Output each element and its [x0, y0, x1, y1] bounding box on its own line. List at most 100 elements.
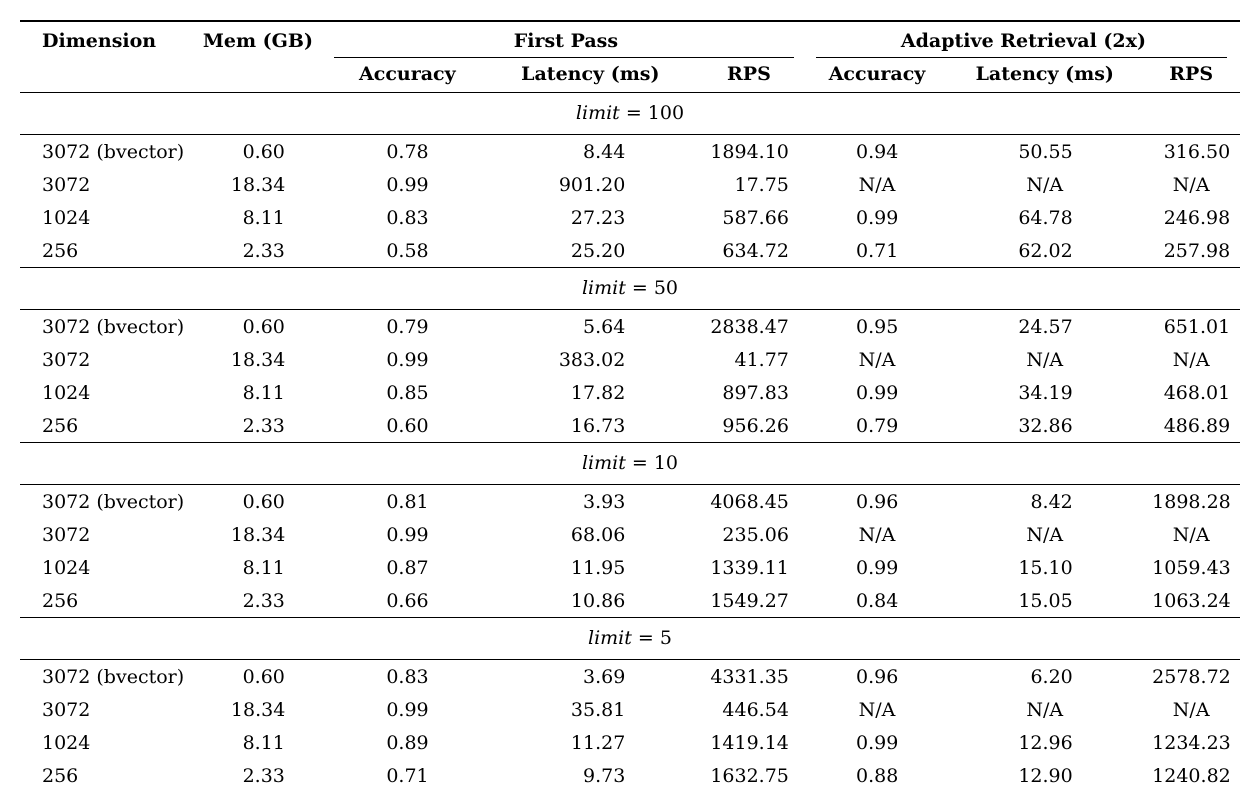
value-cell: 2.33	[190, 584, 325, 618]
value-text: 4331.35	[710, 665, 789, 688]
table-row: 1024 8.11 0.83 27.23 587.66 0.99 64.78 246.98	[20, 201, 1240, 234]
value-cell: 8.11	[191, 376, 325, 409]
value-cell: 34.19	[947, 376, 1142, 409]
value-text: 0.88	[856, 764, 899, 787]
value-text: 0.89	[386, 731, 429, 754]
value-text: 0.99	[856, 381, 899, 404]
value-cell: 5.64	[490, 310, 691, 344]
value-cell: 0.79	[325, 310, 490, 344]
value-text: 383.02	[558, 348, 626, 371]
dimension-cell: 3072	[42, 173, 91, 196]
header-row-groups: Dimension Mem (GB) First Pass Adaptive R…	[20, 21, 1240, 93]
value-text: N/A	[1172, 523, 1210, 546]
value-cell: N/A	[947, 343, 1142, 376]
value-cell: 0.79	[806, 409, 948, 443]
value-text: 956.26	[722, 414, 789, 437]
value-text: 0.60	[242, 490, 285, 513]
value-cell: 0.84	[806, 584, 948, 618]
value-cell: 17.75	[691, 168, 807, 201]
sub-header-first-latency: Latency (ms)	[489, 58, 691, 93]
value-cell: N/A	[807, 693, 947, 726]
value-text: 35.81	[570, 698, 626, 721]
sub-header-adaptive-accuracy: Accuracy	[806, 58, 948, 93]
value-text: 18.34	[230, 698, 286, 721]
value-cell: 0.87	[325, 551, 490, 584]
value-text: 1063.24	[1152, 589, 1231, 612]
value-cell: 2838.47	[691, 310, 807, 344]
section-label-variable: limit	[581, 277, 626, 299]
value-text: 62.02	[1018, 239, 1073, 262]
value-cell: 235.06	[691, 518, 807, 551]
value-text: 2.33	[242, 414, 285, 437]
header-row-sub: Accuracy Latency (ms) RPS Accuracy Laten…	[20, 58, 1240, 93]
value-cell: 68.06	[490, 518, 691, 551]
dimension-cell: 3072 (bvector)	[42, 140, 185, 163]
value-text: N/A	[1172, 698, 1210, 721]
value-cell: 1894.10	[691, 135, 807, 169]
value-text: N/A	[1026, 173, 1064, 196]
value-text: 12.90	[1018, 764, 1073, 787]
col-header-mem: Mem (GB)	[190, 21, 325, 93]
value-text: 32.86	[1018, 414, 1073, 437]
value-cell: 17.82	[490, 376, 691, 409]
dimension-cell: 3072	[42, 348, 91, 371]
value-text: 651.01	[1163, 315, 1231, 338]
value-text: 25.20	[570, 239, 626, 262]
value-cell: 257.98	[1142, 234, 1240, 268]
value-text: N/A	[1026, 698, 1064, 721]
value-cell: 0.60	[324, 409, 490, 443]
value-text: 257.98	[1163, 239, 1231, 262]
value-text: N/A	[1172, 348, 1210, 371]
value-text: 0.71	[386, 764, 429, 787]
value-text: 901.20	[558, 173, 626, 196]
section-label-row: limit = 10	[20, 442, 1240, 485]
value-cell: 3.93	[490, 485, 691, 519]
value-cell: 27.23	[490, 201, 691, 234]
dimension-cell: 256	[20, 584, 191, 618]
value-cell: N/A	[1142, 343, 1240, 376]
value-cell: 8.42	[947, 485, 1142, 519]
value-cell: 651.01	[1142, 310, 1240, 344]
value-cell: 316.50	[1142, 135, 1240, 169]
value-text: 0.99	[386, 523, 429, 546]
value-text: 15.05	[1018, 589, 1073, 612]
value-cell: 32.86	[947, 409, 1143, 443]
value-text: 0.58	[386, 239, 429, 262]
value-cell: 1339.11	[691, 551, 807, 584]
value-cell: 0.71	[806, 234, 948, 268]
value-cell: N/A	[1142, 693, 1240, 726]
value-text: 0.99	[856, 731, 899, 754]
table-row: 3072 (bvector) 0.60 0.78 8.44 1894.10 0.94 50.…	[20, 135, 1240, 169]
value-cell: 0.60	[191, 135, 325, 169]
value-cell: 8.11	[191, 551, 325, 584]
value-cell: 0.85	[325, 376, 490, 409]
value-text: 0.95	[856, 315, 899, 338]
value-text: 8.11	[242, 206, 285, 229]
value-cell: 18.34	[191, 518, 325, 551]
table-row: 1024 8.11 0.87 11.95 1339.11 0.99 15.10 1059.43	[20, 551, 1240, 584]
value-text: 2.33	[242, 764, 285, 787]
value-cell: 2.33	[191, 759, 325, 788]
value-text: 0.96	[856, 490, 899, 513]
dimension-cell: 256	[20, 409, 191, 443]
value-cell: 1549.27	[690, 584, 807, 618]
dimension-cell: 256	[20, 234, 191, 268]
value-cell: 0.60	[191, 310, 325, 344]
value-cell: 0.96	[807, 660, 947, 694]
value-cell: 0.66	[324, 584, 490, 618]
value-cell: 6.20	[947, 660, 1142, 694]
value-cell: 1898.28	[1142, 485, 1240, 519]
value-cell: N/A	[947, 168, 1142, 201]
value-cell: 0.95	[807, 310, 947, 344]
dimension-cell: 3072 (bvector)	[42, 490, 185, 513]
value-cell: 4331.35	[691, 660, 807, 694]
value-text: 27.23	[570, 206, 626, 229]
value-cell: 0.60	[191, 485, 325, 519]
value-text: 0.83	[386, 206, 429, 229]
table-row: 3072 18.34 0.99 901.20 17.75 N/A N/A N/A	[20, 168, 1240, 201]
dimension-cell: 256	[42, 764, 79, 787]
value-text: 16.73	[570, 414, 626, 437]
value-text: 446.54	[722, 698, 789, 721]
value-text: 3.69	[583, 665, 626, 688]
value-text: 8.11	[242, 731, 285, 754]
